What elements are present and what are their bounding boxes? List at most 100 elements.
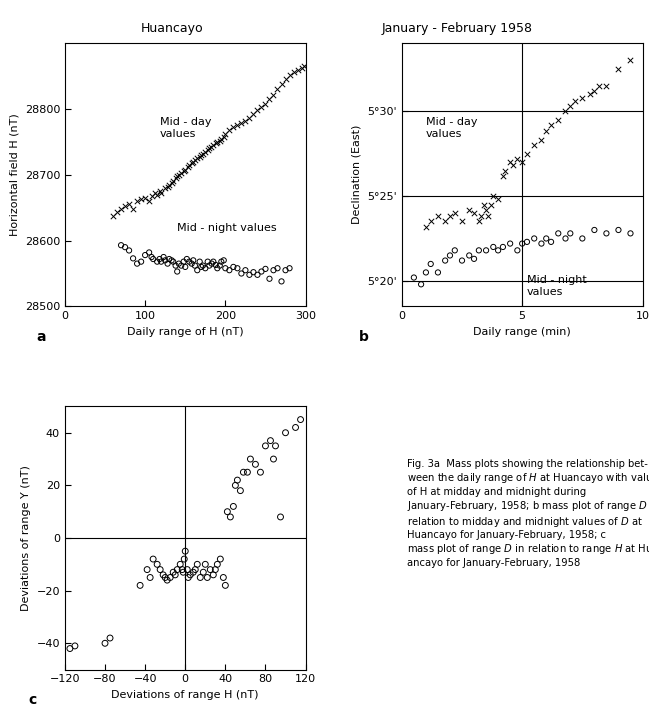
Point (210, 138, 221, 149)
Point (128, 253, 138, 264)
Point (154, 253, 165, 265)
Point (220, 580, 230, 591)
Point (276, 276, 287, 287)
Point (284, 69, 295, 81)
Point (204, 143, 214, 154)
Point (594, 80, 604, 91)
Point (178, 165, 189, 176)
Point (265, 435, 276, 446)
Point (205, 564, 215, 575)
Text: b: b (358, 330, 369, 343)
Point (219, 255, 229, 266)
Point (144, 195, 154, 207)
Point (132, 195, 142, 207)
Point (190, 155, 200, 166)
Text: Huancayo: Huancayo (141, 22, 203, 35)
Point (268, 89, 278, 100)
Point (132, 258, 142, 269)
Point (147, 190, 157, 202)
Point (175, 559, 186, 570)
Point (426, 258, 436, 270)
Point (183, 572, 193, 583)
Point (108, 210, 118, 221)
Point (156, 256, 166, 267)
Point (116, 240, 127, 251)
Point (500, 165, 511, 176)
Point (421, 221, 431, 233)
Point (140, 192, 151, 204)
Point (210, 259, 221, 271)
Point (565, 228, 576, 239)
Point (142, 564, 153, 575)
Point (208, 569, 219, 580)
Point (210, 564, 221, 575)
Y-axis label: Deviations of range Y (nT): Deviations of range Y (nT) (21, 465, 31, 611)
Point (186, 157, 197, 168)
Point (220, 263, 230, 274)
Point (171, 172, 181, 184)
Point (476, 211, 487, 222)
Point (208, 140, 219, 151)
Point (100, 637, 110, 649)
Point (196, 261, 206, 273)
Point (546, 236, 556, 248)
Point (505, 156, 515, 168)
Point (212, 263, 223, 274)
Point (240, 115, 251, 127)
Point (275, 511, 286, 523)
Point (200, 559, 210, 570)
Point (174, 258, 184, 269)
Point (228, 500, 239, 512)
Point (230, 480, 241, 491)
Point (128, 203, 138, 215)
Point (457, 216, 467, 228)
Point (180, 261, 190, 273)
Point (182, 253, 192, 265)
Point (517, 156, 528, 168)
Point (536, 134, 546, 145)
Point (488, 241, 498, 253)
Point (244, 112, 254, 123)
Point (164, 179, 175, 190)
Point (162, 575, 173, 586)
Point (160, 182, 171, 194)
Point (192, 559, 202, 570)
Text: c: c (29, 693, 37, 707)
Point (248, 109, 258, 120)
Point (188, 156, 199, 167)
Point (215, 553, 225, 564)
Point (155, 564, 165, 575)
Point (284, 263, 295, 274)
Point (426, 216, 436, 228)
Point (174, 169, 184, 181)
Point (206, 258, 217, 269)
Point (176, 260, 186, 271)
Point (421, 266, 431, 278)
Point (180, 546, 190, 557)
Point (570, 95, 580, 107)
Point (69, 640, 80, 652)
Text: Mid - night
values: Mid - night values (527, 275, 587, 297)
Point (160, 572, 171, 583)
Point (481, 245, 491, 256)
Point (498, 170, 508, 181)
Point (152, 559, 162, 570)
Point (264, 94, 275, 105)
Point (553, 114, 563, 125)
Point (541, 233, 552, 244)
Point (280, 73, 291, 85)
Point (219, 131, 229, 143)
Point (553, 228, 563, 239)
Point (124, 199, 134, 210)
Point (268, 454, 278, 465)
Point (546, 119, 556, 130)
Point (112, 207, 122, 218)
Point (242, 467, 252, 478)
Point (445, 250, 455, 261)
Point (273, 263, 283, 274)
Point (202, 256, 213, 267)
Point (498, 241, 508, 253)
Point (136, 256, 146, 267)
Point (195, 572, 206, 583)
Point (299, 60, 309, 72)
